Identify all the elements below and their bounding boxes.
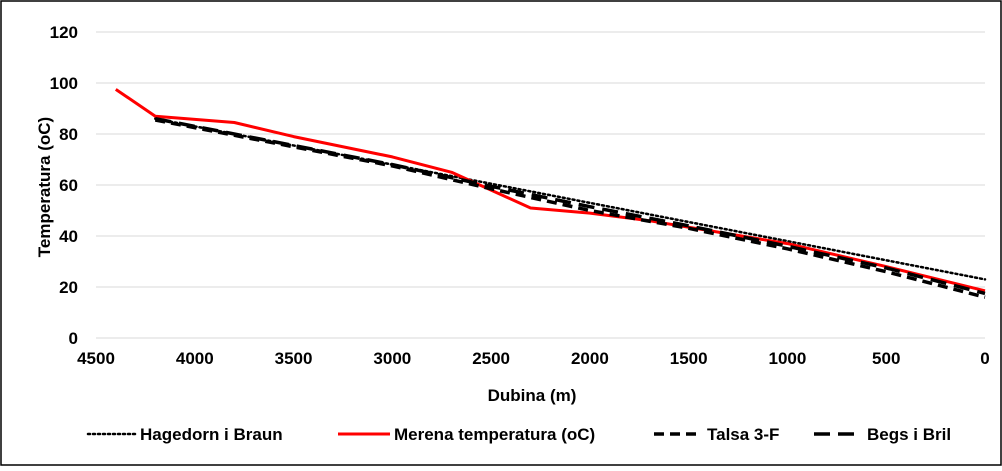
x-tick-label-7: 1000 <box>769 349 807 368</box>
series-lines <box>114 88 987 299</box>
x-tick-label-0: 4500 <box>77 349 115 368</box>
legend-label-3: Begs i Bril <box>867 425 951 444</box>
legend-label-2: Talsa 3-F <box>707 425 779 444</box>
x-tick-label-6: 1500 <box>670 349 708 368</box>
x-axis-tick-labels: 4500 4000 3500 3000 2500 2000 1500 1000 500 0 <box>77 349 990 368</box>
y-tick-label-6: 120 <box>50 23 78 42</box>
legend: Hagedorn i Braun Merena temperatura (oC) T… <box>86 425 951 444</box>
x-axis-title: Dubina (m) <box>488 386 577 405</box>
x-tick-label-1: 4000 <box>176 349 214 368</box>
x-tick-label-8: 500 <box>872 349 900 368</box>
legend-label-1: Merena temperatura (oC) <box>394 425 595 444</box>
y-tick-label-3: 60 <box>59 176 78 195</box>
y-tick-label-5: 100 <box>50 74 78 93</box>
y-tick-label-2: 40 <box>59 227 78 246</box>
y-tick-label-0: 0 <box>69 329 78 348</box>
y-axis-tick-labels: 0 20 40 60 80 100 120 <box>50 23 78 348</box>
x-tick-label-4: 2500 <box>472 349 510 368</box>
y-tick-label-4: 80 <box>59 125 78 144</box>
x-tick-label-5: 2000 <box>571 349 609 368</box>
series-line-2 <box>154 118 986 299</box>
legend-label-0: Hagedorn i Braun <box>140 425 283 444</box>
x-tick-label-3: 3000 <box>373 349 411 368</box>
gridlines <box>96 31 985 339</box>
series-line-3 <box>154 116 986 296</box>
x-tick-label-2: 3500 <box>275 349 313 368</box>
y-tick-label-1: 20 <box>59 278 78 297</box>
x-tick-label-9: 0 <box>980 349 989 368</box>
y-axis-title: Temperatura (oC) <box>35 117 54 257</box>
series-line-0 <box>154 117 987 281</box>
